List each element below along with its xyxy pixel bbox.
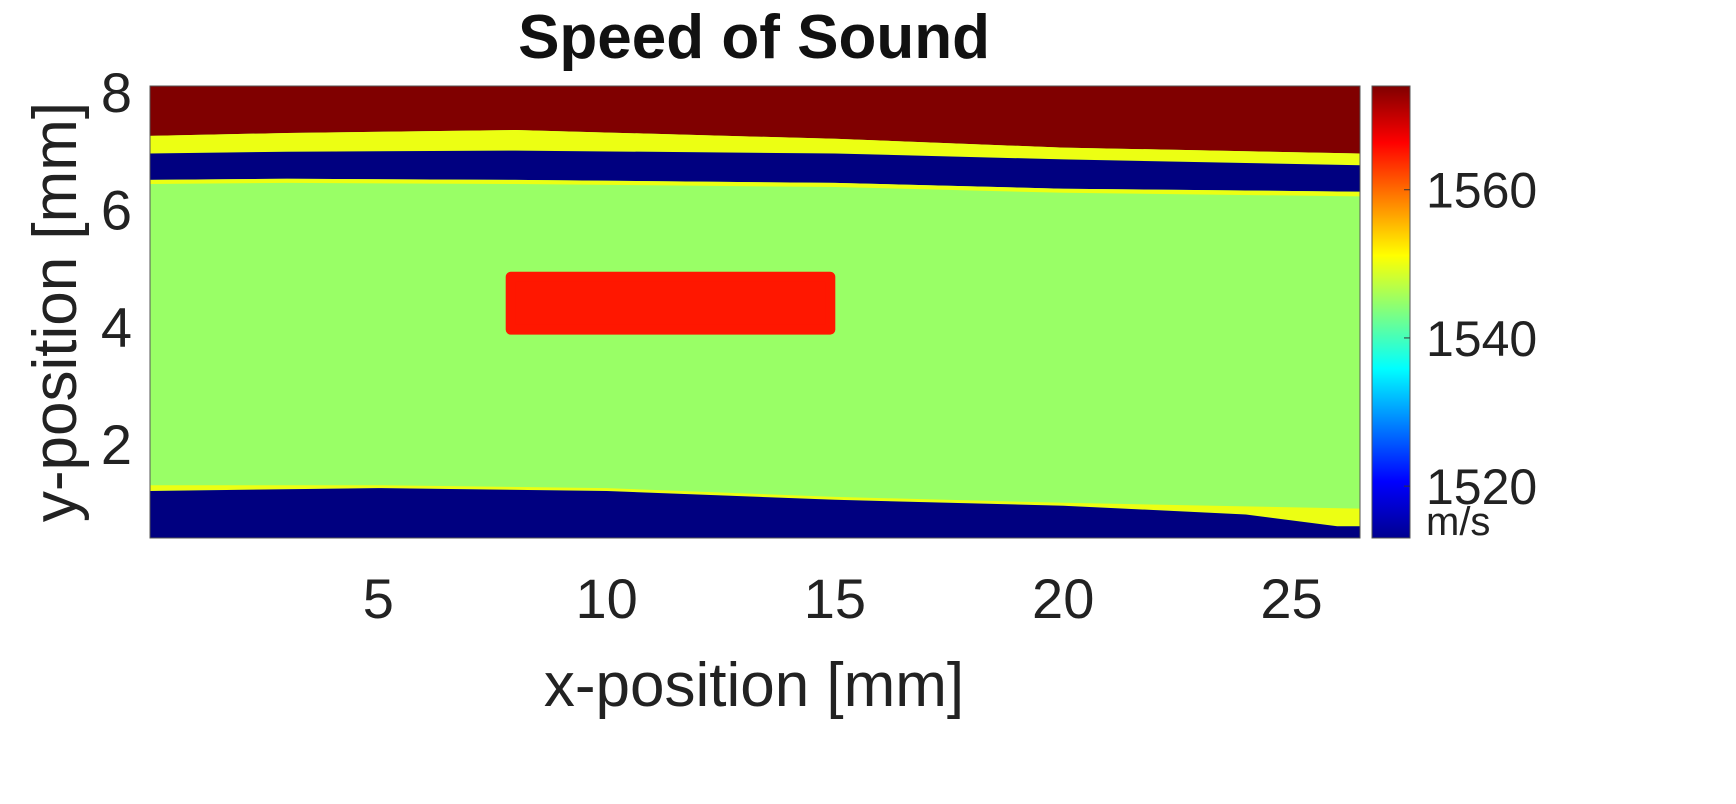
x-tick-label: 5 [363, 567, 394, 630]
y-tick-label: 4 [101, 296, 132, 359]
colorbar-tick-label: 1540 [1426, 311, 1537, 367]
y-tick-label: 8 [101, 61, 132, 124]
region-lower-blue-band [150, 488, 1360, 538]
region-lower-yellow-band [150, 485, 1360, 527]
chart-title: Speed of Sound [518, 3, 990, 72]
heatmap-regions [150, 86, 1360, 538]
x-tick-label: 15 [804, 567, 866, 630]
colorbar-unit-label: m/s [1426, 500, 1490, 544]
region-upper-yellow-band [150, 130, 1360, 166]
colorbar: 1520 1540 1560 m/s [1371, 85, 1537, 544]
colorbar-ticks: 1520 1540 1560 [1404, 163, 1537, 515]
colorbar-tick-label: 1520 [1426, 459, 1537, 515]
y-axis-ticks: 2 4 6 8 [101, 61, 132, 476]
y-tick-label: 2 [101, 413, 132, 476]
region-inclusion [505, 271, 836, 335]
region-upper-yellow-edge [150, 178, 1360, 197]
plot-frame [149, 85, 1361, 539]
colorbar-gradient [1371, 85, 1411, 539]
plot-area [149, 85, 1361, 539]
region-top-layer [150, 86, 1360, 154]
region-upper-blue-band [150, 150, 1360, 192]
y-axis-label: y-position [mm] [21, 102, 90, 522]
x-tick-label: 20 [1032, 567, 1094, 630]
x-tick-label: 10 [575, 567, 637, 630]
colorbar-tick-label: 1560 [1426, 163, 1537, 219]
x-tick-label: 25 [1260, 567, 1322, 630]
x-axis-label: x-position [mm] [544, 651, 964, 720]
x-axis-ticks: 5 10 15 20 25 [363, 567, 1323, 630]
y-tick-label: 6 [101, 178, 132, 241]
